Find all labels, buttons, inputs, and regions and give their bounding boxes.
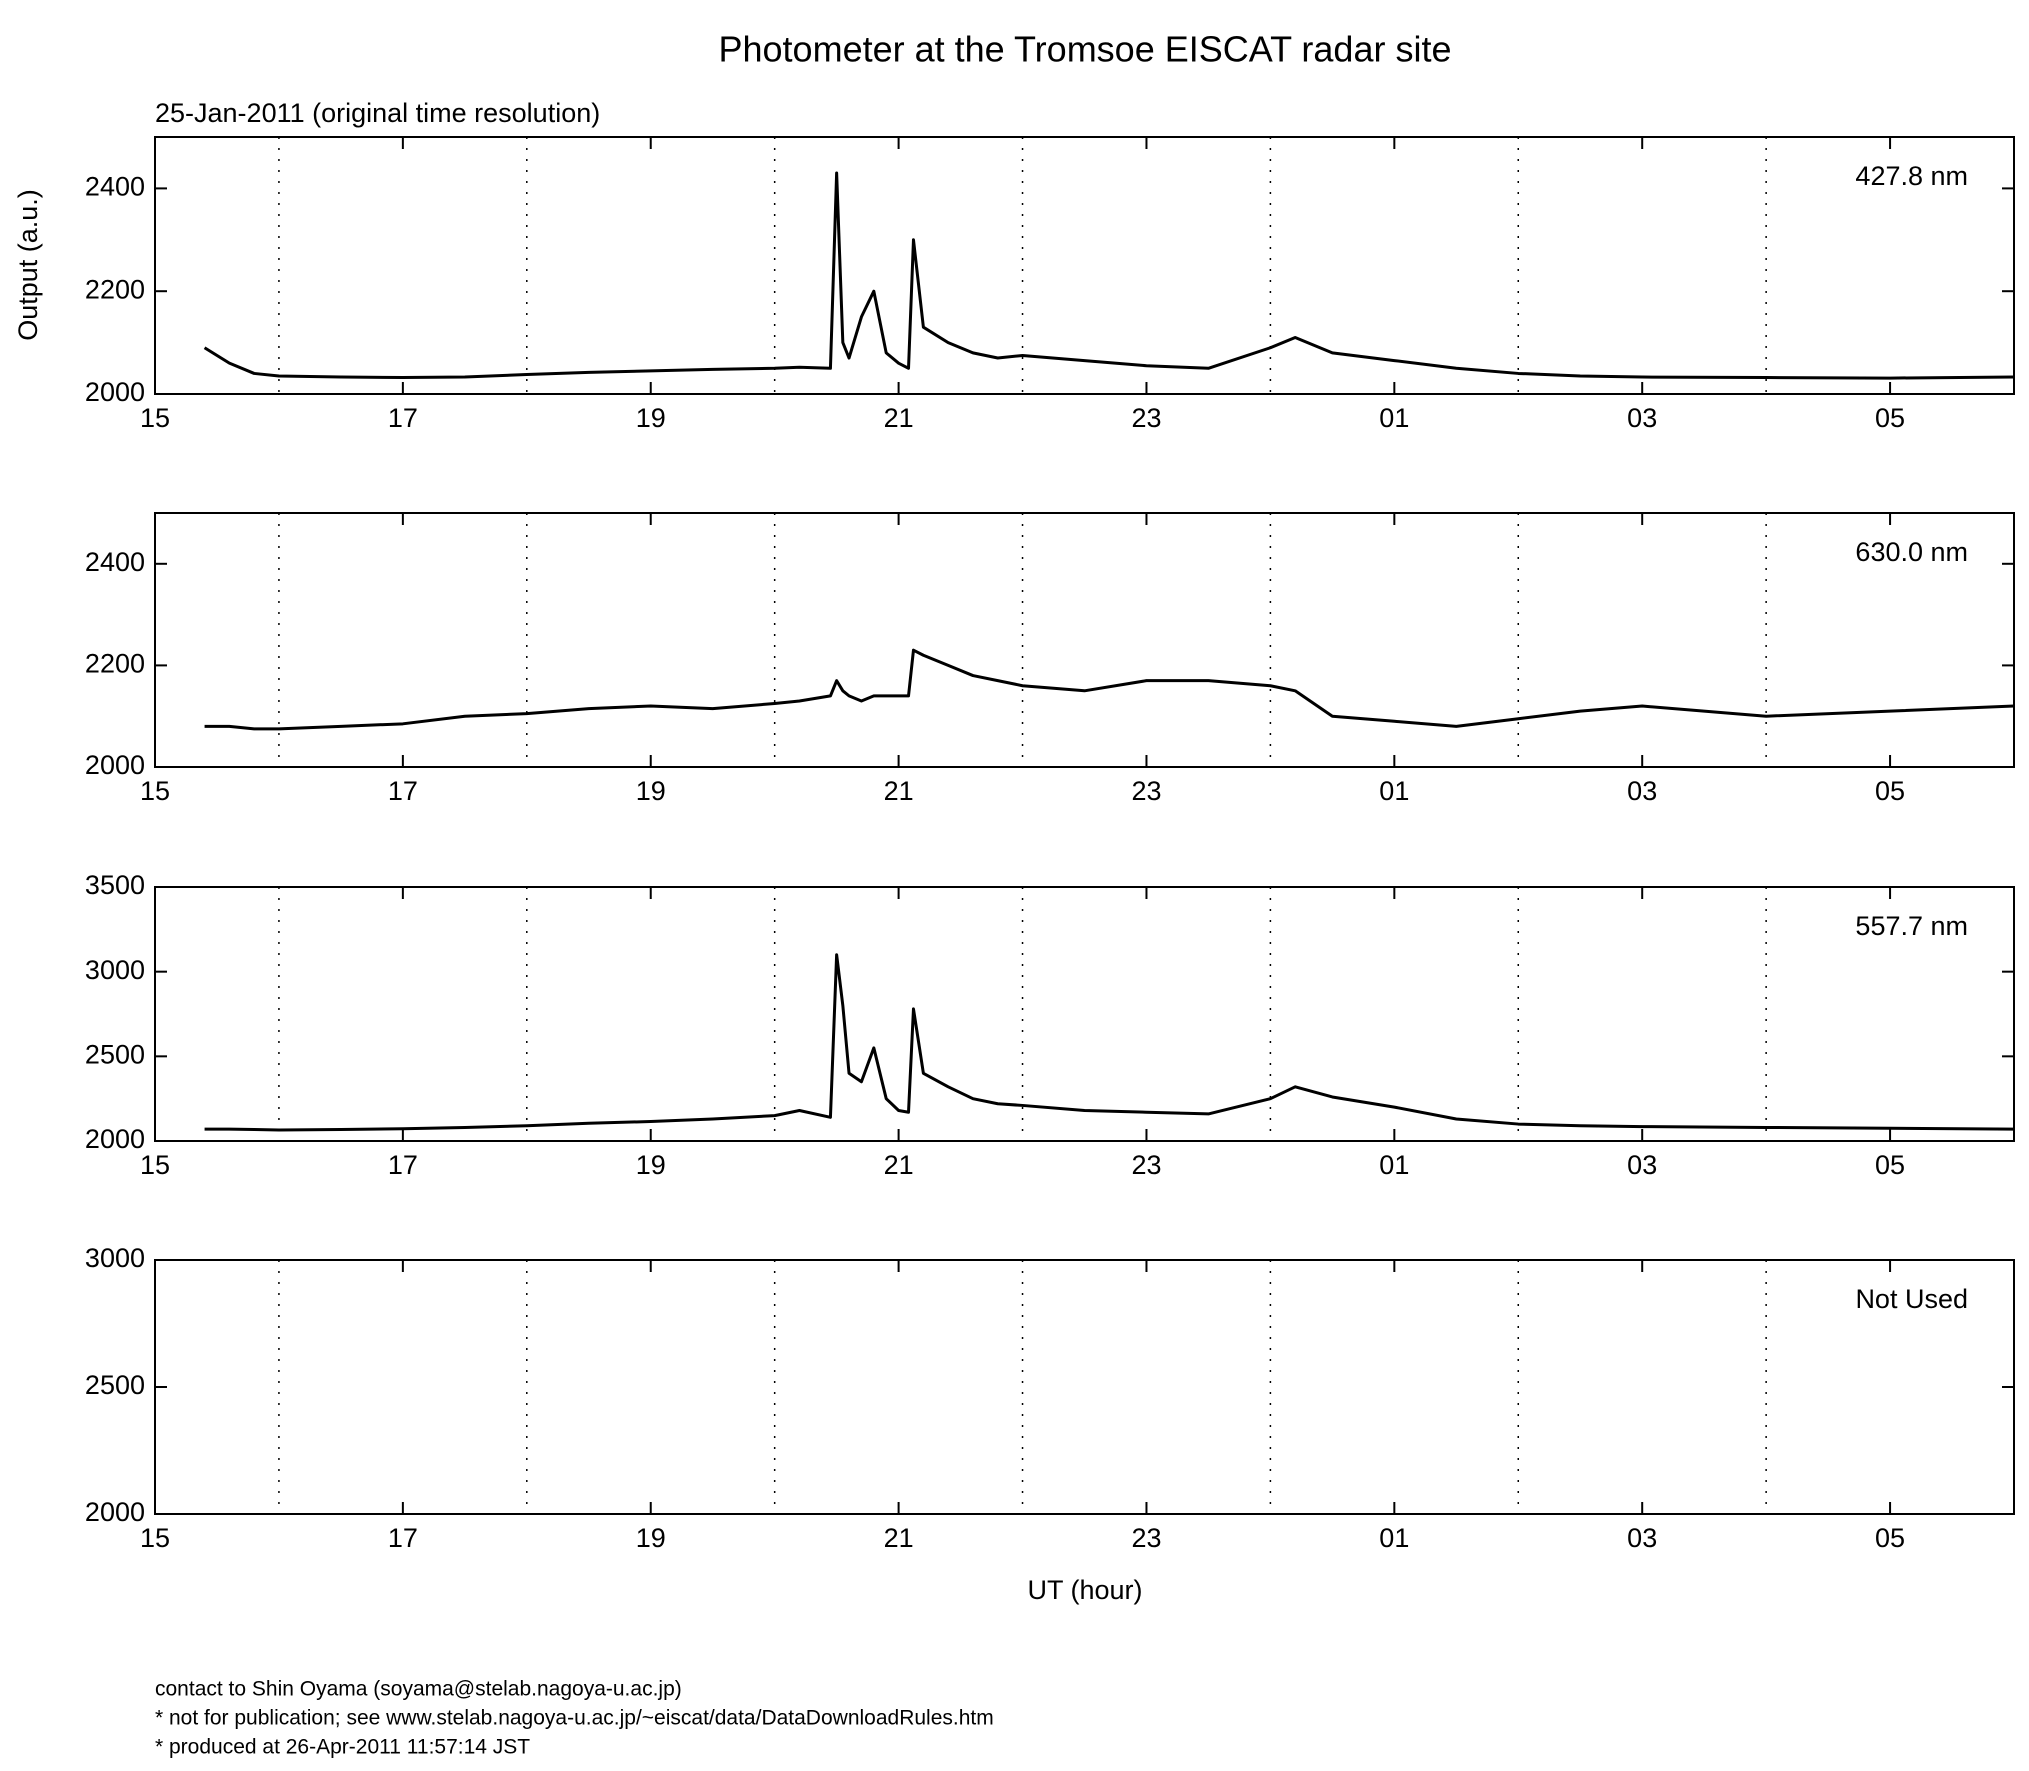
y-tick-label: 2000 [85,750,145,780]
plot-frame [154,136,2015,395]
x-tick-label: 23 [1131,776,1161,806]
x-axis-label: UT (hour) [1027,1575,1142,1605]
y-tick-label: 2200 [85,274,145,304]
x-tick-label: 01 [1379,1523,1409,1553]
chart-title: Photometer at the Tromsoe EISCAT radar s… [719,29,1452,70]
data-line [204,648,2015,731]
x-tick-label: 17 [388,403,418,433]
x-tick-label: 21 [884,776,914,806]
x-tick-label: 03 [1627,403,1657,433]
x-tick-label: 17 [388,1523,418,1553]
x-tick-label: 01 [1379,776,1409,806]
data-line [204,953,2015,1132]
x-tick-label: 23 [1131,1150,1161,1180]
x-tick-label: 15 [140,776,170,806]
x-tick-label: 19 [636,776,666,806]
x-tick-label: 15 [140,1150,170,1180]
y-tick-label: 2000 [85,1124,145,1154]
plot-frame [154,886,2015,1142]
x-tick-label: 01 [1379,1150,1409,1180]
subtitle: 25-Jan-2011 (original time resolution) [155,98,600,128]
x-tick-label: 19 [636,1150,666,1180]
y-tick-label: 2400 [85,547,145,577]
x-tick-label: 21 [884,403,914,433]
annotation: 427.8 nm [1855,161,1968,191]
footer-line: contact to Shin Oyama (soyama@stelab.nag… [155,1678,682,1701]
data-line [203,171,2015,380]
x-tick-label: 05 [1875,1150,1905,1180]
y-tick-label: 3000 [85,955,145,985]
footer-line: * produced at 26-Apr-2011 11:57:14 JST [155,1736,530,1759]
plot-frame [154,1259,2015,1515]
y-tick-label: 3000 [85,1243,145,1273]
x-tick-label: 03 [1627,776,1657,806]
x-tick-label: 01 [1379,403,1409,433]
y-axis-label: Output (a.u.) [13,189,43,341]
plot-frame [154,512,2015,768]
x-tick-label: 23 [1131,1523,1161,1553]
x-tick-label: 23 [1131,403,1161,433]
x-tick-label: 19 [636,403,666,433]
x-tick-label: 05 [1875,403,1905,433]
x-tick-label: 17 [388,1150,418,1180]
annotation: 630.0 nm [1855,537,1968,567]
y-tick-label: 3500 [85,870,145,900]
footer-line: * not for publication; see www.stelab.na… [155,1707,994,1730]
y-tick-label: 2500 [85,1370,145,1400]
y-tick-label: 2200 [85,649,145,679]
x-tick-label: 21 [884,1523,914,1553]
y-tick-label: 2000 [85,377,145,407]
x-tick-label: 05 [1875,776,1905,806]
annotation: Not Used [1855,1284,1968,1314]
y-tick-label: 2000 [85,1497,145,1527]
x-tick-label: 17 [388,776,418,806]
x-tick-label: 03 [1627,1150,1657,1180]
x-tick-label: 21 [884,1150,914,1180]
y-tick-label: 2400 [85,172,145,202]
x-tick-label: 19 [636,1523,666,1553]
y-tick-label: 2500 [85,1039,145,1069]
x-tick-label: 03 [1627,1523,1657,1553]
x-tick-label: 15 [140,1523,170,1553]
annotation: 557.7 nm [1855,911,1968,941]
x-tick-label: 15 [140,403,170,433]
x-tick-label: 05 [1875,1523,1905,1553]
